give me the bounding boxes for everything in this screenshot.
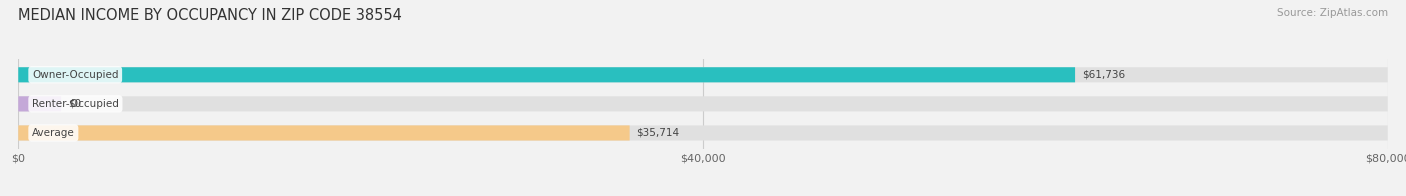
Text: $35,714: $35,714 [637,128,679,138]
Text: $61,736: $61,736 [1083,70,1125,80]
FancyBboxPatch shape [18,96,1388,112]
FancyBboxPatch shape [18,125,1388,141]
FancyBboxPatch shape [18,67,1388,82]
Text: Renter-Occupied: Renter-Occupied [32,99,120,109]
Text: Owner-Occupied: Owner-Occupied [32,70,118,80]
FancyBboxPatch shape [18,96,60,112]
Text: Average: Average [32,128,75,138]
Text: $0: $0 [67,99,82,109]
FancyBboxPatch shape [18,67,1076,82]
Text: Source: ZipAtlas.com: Source: ZipAtlas.com [1277,8,1388,18]
Text: MEDIAN INCOME BY OCCUPANCY IN ZIP CODE 38554: MEDIAN INCOME BY OCCUPANCY IN ZIP CODE 3… [18,8,402,23]
FancyBboxPatch shape [18,125,630,141]
